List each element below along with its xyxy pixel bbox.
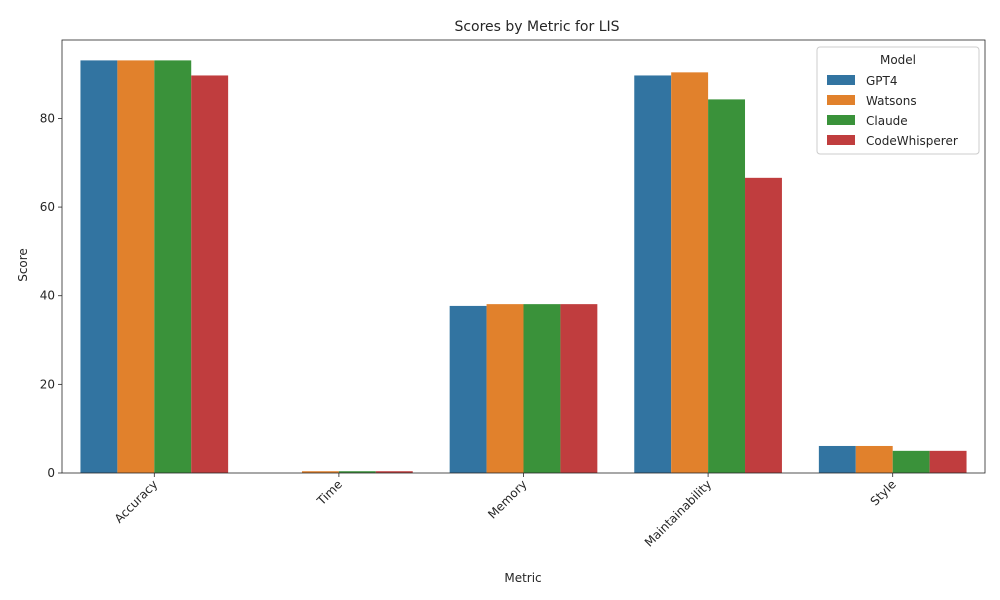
y-tick-label: 80 [40, 111, 55, 125]
bar-codewhisperer-accuracy [191, 75, 229, 474]
bar-claude-style [892, 450, 930, 473]
legend-frame [816, 46, 980, 155]
legend-swatch-codewhisperer [827, 135, 855, 145]
x-tick-label-accuracy: Accuracy [112, 477, 161, 526]
bar-gpt4-style [818, 445, 856, 473]
bar-claude-maintainability [708, 99, 746, 473]
x-tick-label-memory: Memory [485, 477, 529, 521]
bar-codewhisperer-maintainability [745, 177, 782, 473]
legend-title: Model [880, 53, 916, 67]
legend-swatch-watsons [827, 95, 855, 105]
bar-watsons-time [301, 471, 339, 473]
bar-gpt4-accuracy [80, 60, 118, 473]
legend-label-claude: Claude [866, 114, 908, 128]
y-tick-label: 20 [40, 377, 55, 391]
bar-gpt4-memory [449, 305, 487, 473]
bar-watsons-accuracy [117, 60, 155, 473]
legend-swatch-claude [827, 115, 855, 125]
bar-watsons-style [855, 445, 893, 473]
bar-codewhisperer-style [929, 450, 967, 473]
bar-claude-time [338, 471, 376, 473]
bar-gpt4-maintainability [634, 75, 672, 474]
legend: Model GPT4 Watsons Claude CodeWhisperer [816, 46, 980, 155]
bar-watsons-memory [486, 304, 524, 473]
y-tick-label: 40 [40, 289, 55, 303]
chart-title: Scores by Metric for LIS [454, 19, 619, 35]
bar-codewhisperer-time [375, 471, 413, 473]
legend-label-watsons: Watsons [866, 94, 917, 108]
y-tick-label: 60 [40, 200, 55, 214]
legend-label-codewhisperer: CodeWhisperer [866, 134, 958, 148]
y-axis-label: Score [16, 248, 30, 282]
x-axis-label: Metric [504, 571, 541, 585]
y-tick-label: 0 [47, 466, 55, 480]
bar-watsons-maintainability [671, 72, 709, 473]
x-tick-label-style: Style [868, 477, 899, 508]
x-tick-label-time: Time [314, 477, 345, 508]
bar-claude-memory [523, 304, 561, 473]
bar-codewhisperer-memory [560, 304, 598, 473]
legend-swatch-gpt4 [827, 75, 855, 85]
x-tick-label-maintainability: Maintainability [642, 477, 714, 549]
legend-label-gpt4: GPT4 [866, 74, 898, 88]
bar-claude-accuracy [154, 60, 192, 473]
